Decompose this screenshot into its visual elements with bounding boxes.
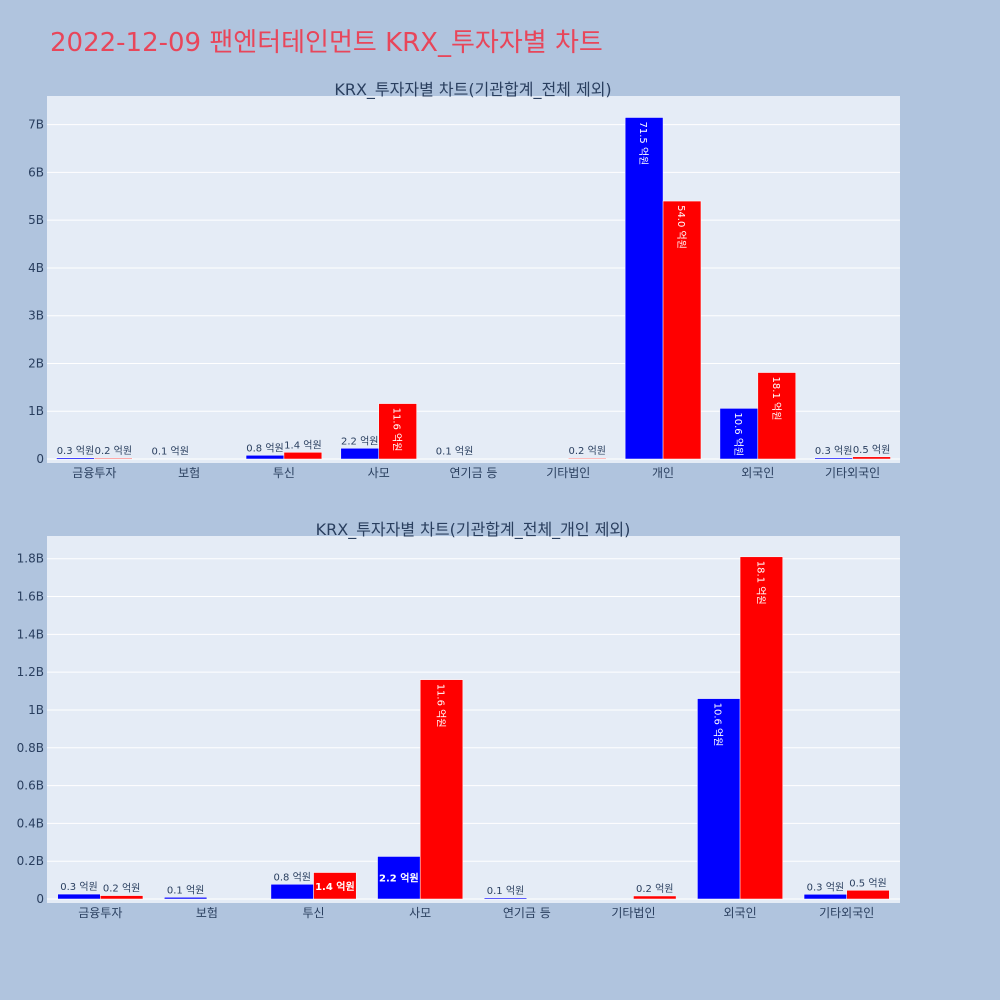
bar-label: 0.2 억원 — [95, 445, 132, 457]
bar-red — [846, 890, 890, 900]
bar-blue — [697, 698, 741, 900]
x-tick-label: 외국인 — [741, 466, 774, 480]
bar-blue — [483, 897, 528, 900]
bar-label: 71.5 억원 — [637, 121, 649, 165]
bar-label: 10.6 억원 — [732, 412, 744, 456]
chart-title: KRX_투자자별 차트(기관합계_전체 제외) — [334, 80, 611, 100]
y-tick-label: 1.8B — [17, 552, 44, 566]
x-tick-label: 사모 — [409, 906, 431, 920]
bar-blue — [377, 856, 421, 900]
bar-label: 10.6 억원 — [712, 703, 724, 747]
bar-label: 0.3 억원 — [807, 881, 844, 893]
bar-label: 2.2 억원 — [341, 435, 378, 447]
bar-label: 11.6 억원 — [391, 408, 403, 452]
bar-red — [94, 457, 133, 460]
bar-label: 0.5 억원 — [849, 877, 886, 889]
bar-blue — [164, 897, 208, 900]
bar-red — [633, 895, 677, 900]
bar-blue — [56, 457, 95, 460]
x-tick-label: 연기금 등 — [503, 906, 551, 920]
bar-red — [283, 452, 323, 460]
bar-blue — [814, 457, 853, 460]
x-tick-label: 기타법인 — [546, 466, 590, 480]
chart-title: KRX_투자자별 차트(기관합계_전체_개인 제외) — [316, 520, 631, 540]
x-tick-label: 연기금 등 — [450, 466, 498, 480]
bar-red — [313, 872, 357, 900]
bar-red — [568, 457, 607, 460]
y-tick-label: 4B — [28, 261, 44, 275]
y-tick-label: 7B — [28, 118, 44, 132]
x-tick-label: 투신 — [303, 906, 325, 920]
bar-blue — [340, 448, 379, 460]
x-tick-label: 투신 — [273, 466, 295, 480]
bar-red — [100, 895, 144, 900]
y-tick-label: 0.6B — [17, 779, 44, 793]
y-tick-label: 0.4B — [17, 816, 44, 830]
bar-blue — [803, 894, 847, 900]
bar-blue — [245, 455, 285, 460]
bar-label: 0.3 억원 — [57, 445, 94, 457]
chart-1: 0 1B 2B 3B 4B 5B 6B 7B KRX_투자자별 차트(기관합계_전체 제외) 0.… — [28, 80, 900, 480]
bar-label: 18.1 억원 — [770, 377, 782, 421]
bar-label: 11.6 억원 — [435, 684, 447, 728]
bar-label: 1.4 억원 — [284, 439, 321, 451]
bar-label: 0.1 억원 — [167, 884, 204, 896]
bar-label: 0.1 억원 — [151, 446, 188, 458]
x-tick-label: 금융투자 — [78, 906, 122, 920]
x-tick-label: 기타외국인 — [819, 906, 874, 920]
bar-red — [852, 456, 891, 460]
bar-blue — [624, 117, 664, 460]
bar-red — [757, 372, 796, 460]
bar-blue — [57, 893, 101, 900]
bar-label: 0.3 억원 — [60, 881, 97, 893]
y-tick-label: 0.8B — [17, 741, 44, 755]
bar-label: 0.1 억원 — [487, 885, 524, 897]
bar-red — [419, 679, 464, 900]
bar-label: 0.3 억원 — [815, 445, 852, 457]
bar-label: 18.1 억원 — [754, 561, 766, 605]
y-tick-label: 0 — [36, 452, 44, 466]
y-tick-label: 1.6B — [17, 590, 44, 604]
y-tick-label: 2B — [28, 356, 44, 370]
bar-label: 0.2 억원 — [568, 445, 605, 457]
x-tick-label: 보험 — [196, 906, 218, 920]
y-tick-label: 0.2B — [17, 854, 44, 868]
y-tick-label: 1.2B — [17, 665, 44, 679]
bar-label: 0.2 억원 — [636, 883, 673, 895]
y-tick-label: 3B — [28, 309, 44, 323]
bar-label: 1.4 억원 — [315, 880, 355, 893]
y-tick-label: 1.4B — [17, 627, 44, 641]
y-tick-label: 6B — [28, 165, 44, 179]
x-tick-label: 금융투자 — [72, 466, 116, 480]
x-tick-label: 개인 — [652, 466, 674, 480]
x-tick-label: 외국인 — [724, 906, 757, 920]
bar-label: 0.2 억원 — [103, 883, 140, 895]
y-tick-label: 0 — [36, 892, 44, 906]
bar-label: 54.0 억원 — [675, 205, 687, 249]
x-tick-label: 보험 — [178, 466, 200, 480]
bar-blue — [270, 884, 314, 900]
y-tick-label: 1B — [28, 404, 44, 418]
y-tick-label: 5B — [28, 213, 44, 227]
bar-label: 0.1 억원 — [436, 446, 473, 458]
x-tick-label: 사모 — [368, 466, 390, 480]
bar-label: 0.8 억원 — [246, 442, 283, 454]
bar-red — [378, 403, 417, 460]
bar-blue — [719, 408, 759, 460]
chart-2: 0 0.2B 0.4B 0.6B 0.8B 1B 1.2B 1.4B 1.6B 1.8B KRX_투… — [17, 520, 900, 920]
bar-red — [662, 200, 702, 460]
bar-label: 0.5 억원 — [853, 444, 890, 456]
y-tick-label: 1B — [28, 703, 44, 717]
bar-label: 2.2 억원 — [379, 872, 419, 885]
bar-label: 0.8 억원 — [273, 871, 310, 883]
bar-red — [739, 556, 783, 900]
page-title: 2022-12-09 팬엔터테인먼트 KRX_투자자별 차트 — [50, 28, 603, 58]
x-tick-label: 기타외국인 — [825, 466, 880, 480]
x-tick-label: 기타법인 — [611, 906, 655, 920]
